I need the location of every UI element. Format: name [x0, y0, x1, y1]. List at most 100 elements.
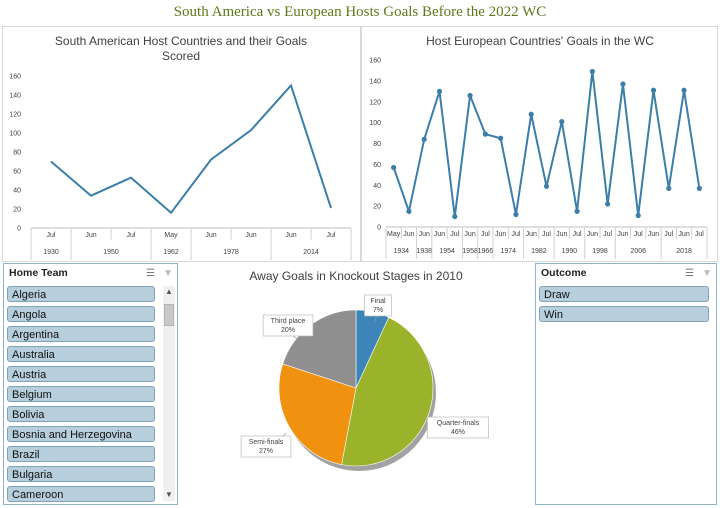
slicer-header: Outcome ☰ ▼	[536, 264, 716, 282]
home-team-slicer: Home Team ☰ ▼ Algeria Angola Argentina Aust…	[3, 263, 178, 505]
pie-slice	[341, 317, 434, 467]
slicer-item[interactable]: Belgium	[7, 386, 155, 402]
chart-title-line-2: Scored	[162, 49, 200, 63]
x-month-label: Jun	[648, 231, 659, 238]
x-year-label: 1966	[478, 248, 494, 255]
south-america-chart-panel: South American Host Countries and their …	[2, 26, 361, 262]
slice-percent-label: 27%	[259, 448, 273, 455]
x-month-label: Jun	[464, 231, 475, 238]
x-year-label: 2006	[630, 248, 646, 255]
slicer-item[interactable]: Brazil	[7, 446, 155, 462]
slicer-title: Home Team	[9, 267, 68, 279]
data-point	[543, 183, 550, 189]
y-tick-label: 80	[13, 150, 21, 157]
data-point	[681, 87, 687, 93]
x-month-label: Jul	[450, 231, 459, 238]
y-tick-label: 20	[13, 207, 21, 214]
slice-category-label: Third place	[271, 318, 306, 325]
y-tick-label: 100	[369, 120, 381, 127]
y-tick-label: 60	[13, 169, 21, 176]
x-month-label: Jun	[403, 231, 414, 238]
slicer-item[interactable]: Cameroon	[7, 486, 155, 502]
scroll-down-icon[interactable]: ▼	[165, 490, 173, 499]
pie-chart-panel: Away Goals in Knockout Stages in 2010 Fi…	[178, 263, 533, 503]
y-tick-label: 40	[373, 183, 381, 190]
chart-title-line-1: South American Host Countries and their …	[55, 34, 307, 48]
slice-percent-label: 46%	[451, 429, 465, 436]
knockout-pie-chart: Away Goals in Knockout Stages in 2010 Fi…	[240, 269, 489, 471]
x-month-label: Jul	[664, 231, 673, 238]
scroll-up-icon[interactable]: ▲	[165, 287, 173, 296]
slice-percent-label: 7%	[373, 307, 383, 314]
slicer-item[interactable]: Bolivia	[7, 406, 155, 422]
x-year-label: 2018	[676, 248, 692, 255]
multi-select-icon[interactable]: ☰	[685, 267, 695, 279]
data-point	[482, 131, 488, 137]
y-tick-label: 40	[13, 188, 21, 195]
slice-category-label: Final	[370, 298, 386, 305]
south-america-line-chart: South American Host Countries and their …	[9, 34, 352, 260]
data-point	[391, 164, 397, 171]
x-month-label: May	[164, 232, 178, 239]
slicer-item[interactable]: Angola	[7, 306, 155, 322]
x-month-label: Jun	[434, 231, 445, 238]
x-year-label: 1958	[462, 248, 478, 255]
slicer-item[interactable]: Algeria	[7, 286, 155, 302]
data-point	[513, 211, 519, 218]
y-tick-label: 120	[9, 112, 21, 119]
slicer-item[interactable]: Bulgaria	[7, 466, 155, 482]
clear-filter-icon[interactable]: ▼	[163, 267, 173, 279]
data-point	[650, 87, 657, 93]
x-month-label: Jun	[556, 231, 567, 238]
slicer-scrollbar[interactable]: ▲ ▼	[163, 286, 175, 501]
data-point	[696, 185, 702, 191]
x-month-label: Jun	[678, 231, 689, 238]
x-month-label: Jul	[127, 232, 136, 239]
slicer-item[interactable]: Austria	[7, 366, 155, 382]
data-label-box	[427, 416, 489, 439]
y-tick-label: 60	[373, 162, 381, 169]
data-point	[406, 208, 412, 214]
slice-category-label: Quarter-finals	[437, 420, 480, 427]
x-month-label: Jun	[85, 232, 96, 239]
europe-line-chart: Host European Countries' Goals in the WC…	[369, 34, 708, 259]
slicer-item[interactable]: Australia	[7, 346, 155, 362]
pie-slice	[278, 363, 357, 465]
scroll-thumb[interactable]	[164, 304, 174, 326]
x-month-label: Jul	[695, 231, 704, 238]
x-month-label: Jun	[587, 231, 598, 238]
slice-percent-label: 20%	[281, 327, 295, 334]
data-label-box	[240, 435, 292, 458]
data-point	[498, 135, 504, 141]
europe-chart-panel: Host European Countries' Goals in the WC…	[361, 26, 718, 262]
y-tick-label: 120	[369, 99, 381, 106]
x-year-label: 1938	[416, 248, 432, 255]
data-point	[559, 118, 565, 125]
data-point	[574, 208, 580, 214]
x-year-label: 1930	[43, 249, 59, 256]
x-year-label: 1998	[592, 248, 608, 255]
slicer-item[interactable]: Win	[539, 306, 709, 322]
x-month-label: Jul	[47, 232, 56, 239]
slicer-item[interactable]: Argentina	[7, 326, 155, 342]
clear-filter-icon[interactable]: ▼	[702, 267, 712, 279]
x-year-label: 1950	[103, 249, 119, 256]
data-point	[436, 88, 443, 94]
data-line	[50, 83, 332, 215]
y-tick-label: 100	[9, 131, 21, 138]
slicer-item[interactable]: Draw	[539, 286, 709, 302]
y-tick-label: 0	[17, 226, 21, 233]
y-tick-label: 80	[373, 141, 381, 148]
chart-title: Host European Countries' Goals in the WC	[426, 34, 654, 48]
y-tick-label: 0	[377, 225, 381, 232]
y-tick-label: 20	[373, 204, 381, 211]
x-year-label: 2014	[303, 249, 319, 256]
data-point	[421, 136, 427, 142]
multi-select-icon[interactable]: ☰	[146, 267, 156, 279]
data-point	[620, 81, 626, 87]
slicer-item[interactable]: Bosnia and Herzegovina	[7, 426, 155, 442]
data-point	[467, 92, 473, 99]
x-month-label: Jun	[285, 232, 296, 239]
x-year-label: 1978	[223, 249, 239, 256]
x-year-label: 1982	[531, 248, 547, 255]
